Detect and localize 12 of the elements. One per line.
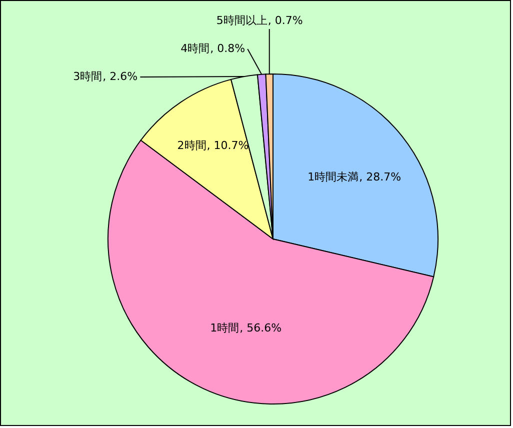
data-label: , 28.7%: [359, 170, 402, 184]
data-label: , 56.6%: [240, 322, 282, 335]
data-label: , 2.6%: [102, 70, 138, 83]
slice-label: 3時間: [73, 70, 102, 83]
data-label: , 10.7%: [206, 138, 249, 152]
slice-label: 4時間: [180, 42, 210, 55]
data-label: , 0.7%: [268, 14, 303, 27]
data-label: , 0.8%: [210, 42, 246, 55]
slice-label: 1時間未満: [308, 170, 359, 184]
slice-label: 2時間: [177, 138, 206, 152]
slice-label: 5時間以上: [216, 14, 268, 27]
slice-label: 1時間: [210, 322, 240, 335]
